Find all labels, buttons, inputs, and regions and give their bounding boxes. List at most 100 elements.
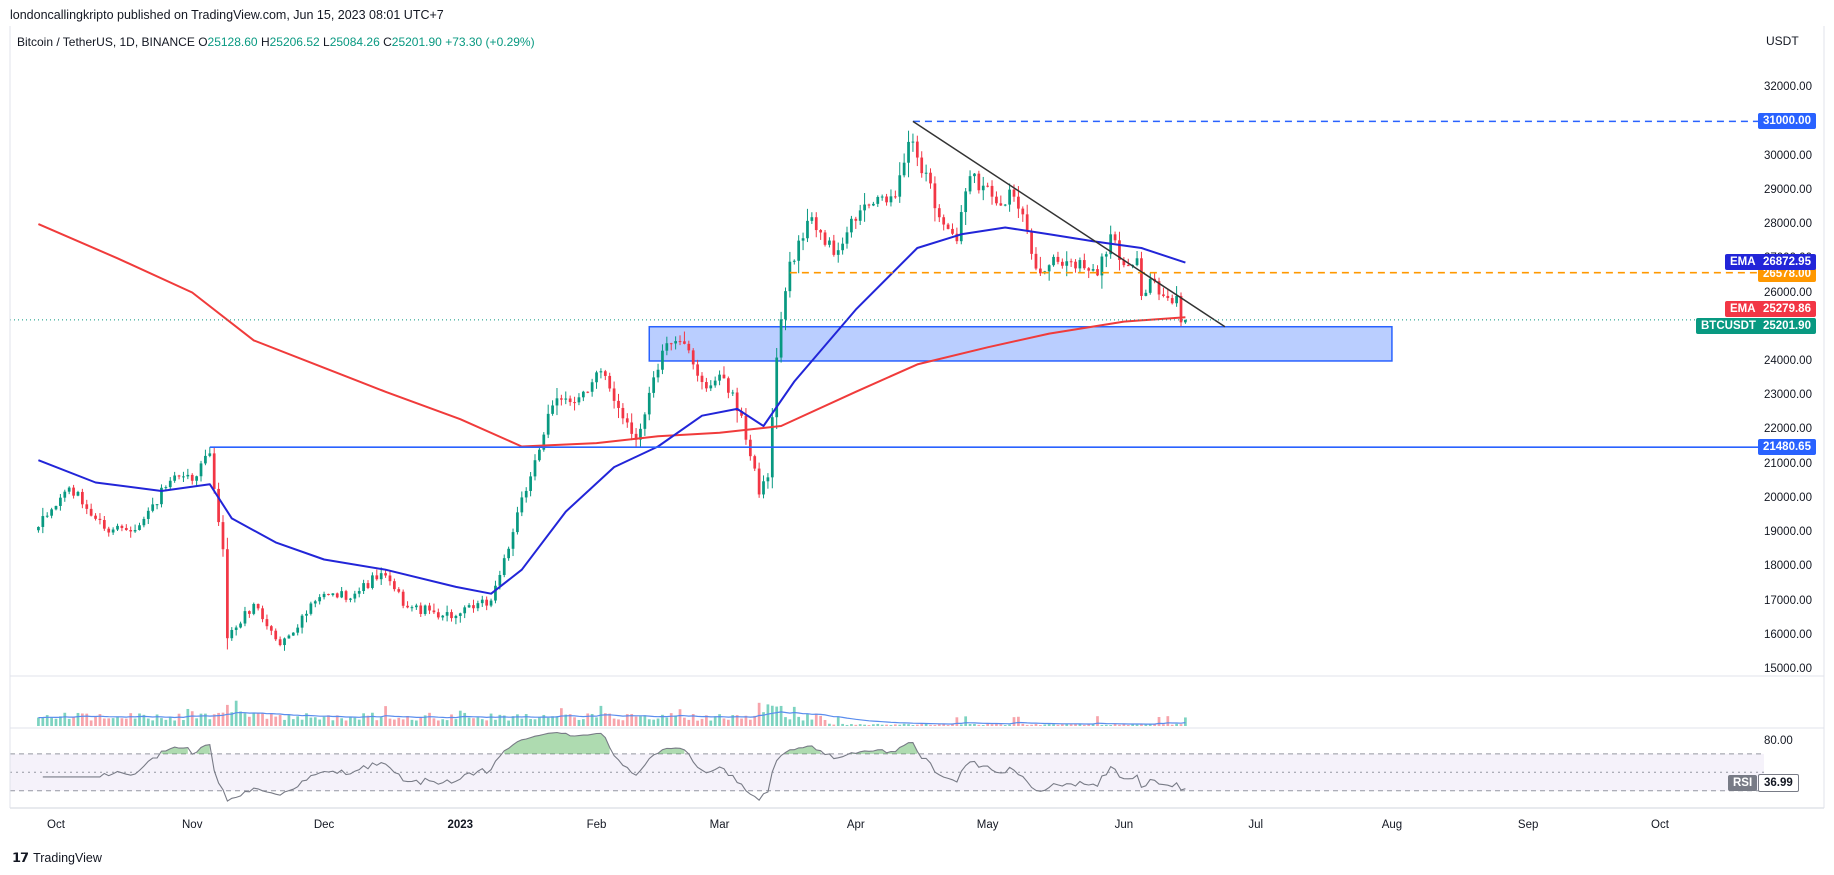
candle-body: [1175, 295, 1178, 304]
candle-body: [98, 518, 102, 521]
candle-body: [863, 204, 866, 211]
volume-bar: [1052, 724, 1055, 726]
volume-bar: [300, 719, 304, 726]
volume-bar: [37, 717, 40, 726]
close-label: C: [383, 35, 392, 49]
candle-body: [458, 613, 462, 616]
footer-brand[interactable]: 𝟭𝟳 TradingView: [12, 850, 102, 866]
volume-bar: [700, 718, 704, 726]
volume-bar: [555, 716, 559, 726]
candle-body: [542, 434, 546, 450]
volume-bar: [529, 719, 532, 726]
candle-body: [406, 605, 409, 608]
candle-body: [340, 591, 344, 598]
volume-bar: [722, 718, 726, 726]
high-value: 25206.52: [269, 35, 320, 49]
level-badge-26578: 26578.00: [1758, 265, 1816, 282]
candle-body: [1021, 208, 1025, 215]
volume-bar: [634, 716, 638, 726]
candle-body: [45, 515, 49, 517]
candle-body: [669, 343, 673, 345]
candle-body: [76, 491, 80, 496]
time-tick-label: May: [976, 819, 999, 831]
volume-bar: [182, 720, 185, 726]
volume-bar: [841, 723, 844, 726]
price-tick-label: 32000.00: [1764, 81, 1812, 94]
volume-bar: [1157, 717, 1161, 726]
volume-bar: [1162, 724, 1165, 726]
volume-bar: [683, 717, 686, 726]
candle-body: [836, 250, 840, 255]
volume-bar: [762, 712, 765, 726]
candle-body: [538, 449, 541, 461]
candle-body: [327, 593, 330, 596]
volume-bar: [678, 709, 682, 726]
volume-bar: [239, 711, 242, 726]
candle-body: [797, 240, 801, 261]
candle-body: [753, 456, 757, 469]
candle-body: [375, 575, 379, 580]
candle-body: [1104, 254, 1108, 257]
candle-body: [630, 422, 634, 434]
volume-bar: [687, 719, 691, 726]
time-tick-label: Sep: [1517, 819, 1539, 831]
candle-body: [933, 183, 937, 209]
candle-body: [102, 520, 106, 529]
price-tick-label: 28000.00: [1764, 218, 1812, 231]
volume-bar: [160, 718, 163, 726]
volume-bar: [102, 718, 106, 726]
candle-body: [454, 615, 458, 619]
candle-body: [1162, 294, 1165, 296]
candle-body: [59, 497, 62, 506]
symbol-tag: BTCUSDT: [1696, 317, 1761, 334]
pane-separators: [9, 26, 1825, 809]
candle-body: [678, 341, 682, 343]
volume-bar: [226, 704, 229, 726]
volume-bar: [955, 717, 959, 726]
candle-body: [116, 525, 119, 530]
candle-body: [564, 398, 568, 400]
volume-bar: [177, 713, 181, 726]
volume-bar: [1131, 723, 1135, 726]
volume-bar: [234, 700, 238, 726]
support-zone: [648, 325, 1393, 362]
candle-body: [472, 605, 475, 609]
candle-body: [498, 575, 502, 586]
volume-bar: [261, 713, 264, 726]
candle-body: [893, 196, 897, 198]
candle-body: [401, 591, 405, 606]
volume-bar: [366, 715, 370, 726]
volume-bar: [208, 719, 212, 726]
candle-body: [331, 593, 335, 596]
volume-bar: [696, 720, 699, 726]
volume-bar: [823, 719, 827, 726]
candle-body: [168, 480, 172, 488]
volume-bar: [581, 719, 585, 726]
low-label: L: [323, 35, 330, 49]
candle-body: [850, 218, 853, 233]
volume-bar: [111, 718, 115, 726]
candle-body: [138, 525, 141, 531]
candle-body: [735, 392, 739, 411]
volume-bar: [893, 724, 897, 726]
candle-body: [964, 191, 968, 213]
volume-bar: [770, 705, 774, 726]
volume-bar: [212, 714, 216, 726]
volume-bar: [124, 718, 128, 726]
candle-body: [129, 530, 133, 532]
candle-body: [718, 374, 721, 381]
volume-bar: [599, 705, 603, 726]
candle-body: [467, 605, 471, 608]
volume-bar: [335, 715, 339, 726]
volume-bar: [173, 720, 177, 726]
volume-bar: [59, 716, 62, 726]
volume-bar: [902, 723, 906, 726]
volume-bar: [63, 712, 67, 726]
candle-body: [212, 453, 216, 489]
candle-body: [621, 407, 625, 419]
volume-bar: [718, 714, 721, 726]
volume-bar: [986, 723, 990, 726]
candle-body: [762, 481, 765, 495]
candle-body: [261, 608, 264, 620]
